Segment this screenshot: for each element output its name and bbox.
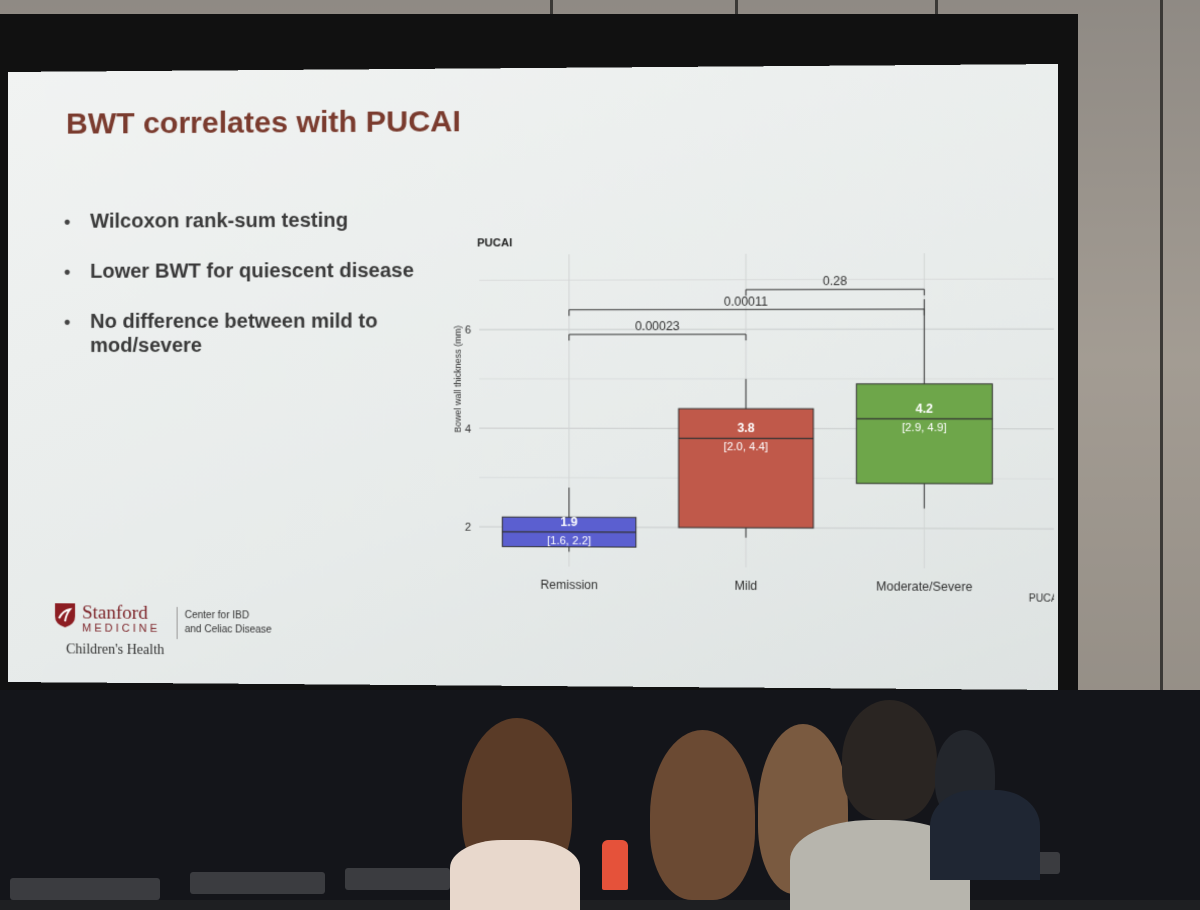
y-tick-label: 2 [465,522,471,534]
chair-back [345,868,450,890]
audience-area [0,690,1200,900]
iqr-label: [2.0, 4.4] [724,441,768,453]
shield-logo-icon [54,602,76,628]
p-value-label: 0.00011 [724,294,768,308]
logo-childrens-health: Children's Health [66,642,164,659]
y-axis-label: Bowel wall thickness (mm) [453,326,463,433]
center-name-line: Center for IBD [185,609,296,624]
audience-member [842,700,937,820]
logo-name: Stanford [82,602,148,624]
x-tick-label: Mild [735,579,758,593]
projector-screen-frame: BWT correlates with PUCAI Wilcoxon rank-… [0,14,1078,704]
iqr-label: [2.9, 4.9] [902,422,947,434]
x-axis-label: PUCAI [1029,593,1054,604]
bullet-item: Wilcoxon rank-sum testing [60,208,444,234]
gridline [479,279,1054,280]
bullet-item: Lower BWT for quiescent disease [60,259,444,284]
x-tick-label: Remission [540,578,598,592]
median-label: 3.8 [737,421,755,435]
iqr-label: [1.6, 2.2] [547,535,591,547]
water-bottle [602,840,628,890]
audience-member [650,730,755,900]
logo-subtitle: MEDICINE [82,622,160,635]
center-name-line: and Celiac Disease [185,623,296,638]
median-label: 4.2 [916,401,934,415]
x-tick-label: Moderate/Severe [876,579,973,594]
median-label: 1.9 [561,515,578,529]
boxplot-chart: PUCAI Bowel wall thickness (mm) PUCAI 2 4… [442,218,1054,608]
bullet-item: No difference between mild to mod/severe [60,309,444,358]
audience-member [930,790,1040,880]
p-value-label: 0.00023 [635,319,680,333]
chair-back [10,878,160,900]
center-name: Center for IBD and Celiac Disease [185,609,296,638]
y-tick-label: 4 [465,423,471,435]
slide-title: BWT correlates with PUCAI [66,105,461,142]
box-median-line [502,532,636,533]
chair-back [190,872,325,894]
bullet-list: Wilcoxon rank-sum testing Lower BWT for … [60,208,444,384]
legend-title: PUCAI [477,237,512,249]
p-value-label: 0.28 [823,274,848,288]
gridline [479,329,1054,330]
y-tick-label: 6 [465,325,471,337]
significance-bracket [746,289,924,295]
stanford-medicine-logo: Stanford MEDICINE Children's Health Cent… [54,602,296,664]
significance-bracket [569,309,924,316]
slide: BWT correlates with PUCAI Wilcoxon rank-… [8,64,1058,690]
logo-divider [177,607,178,639]
significance-bracket [569,334,746,340]
